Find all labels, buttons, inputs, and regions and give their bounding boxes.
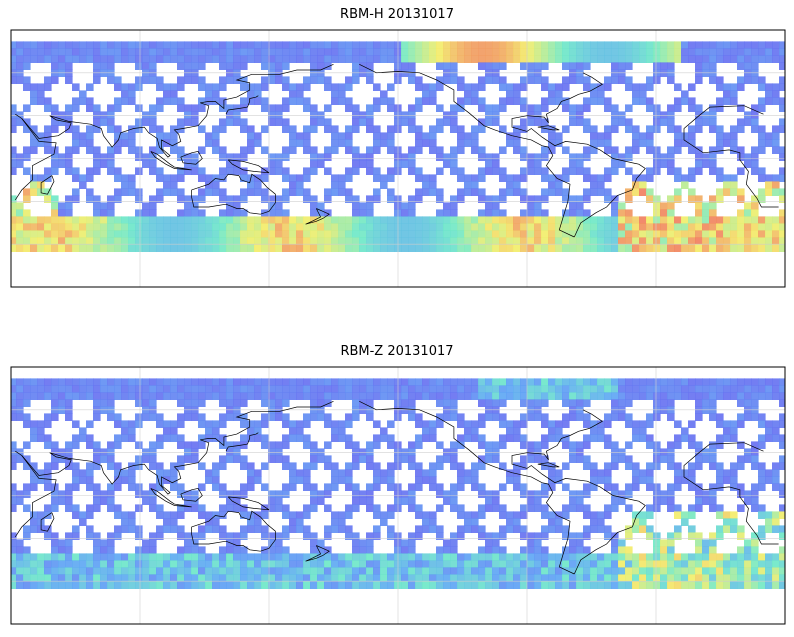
panel-title-top: RBM-H 20131017 (340, 7, 454, 22)
panel-title-bottom: RBM-Z 20131017 (340, 344, 454, 359)
map-panel-bottom (10, 366, 786, 625)
map-panel-top (10, 29, 786, 288)
